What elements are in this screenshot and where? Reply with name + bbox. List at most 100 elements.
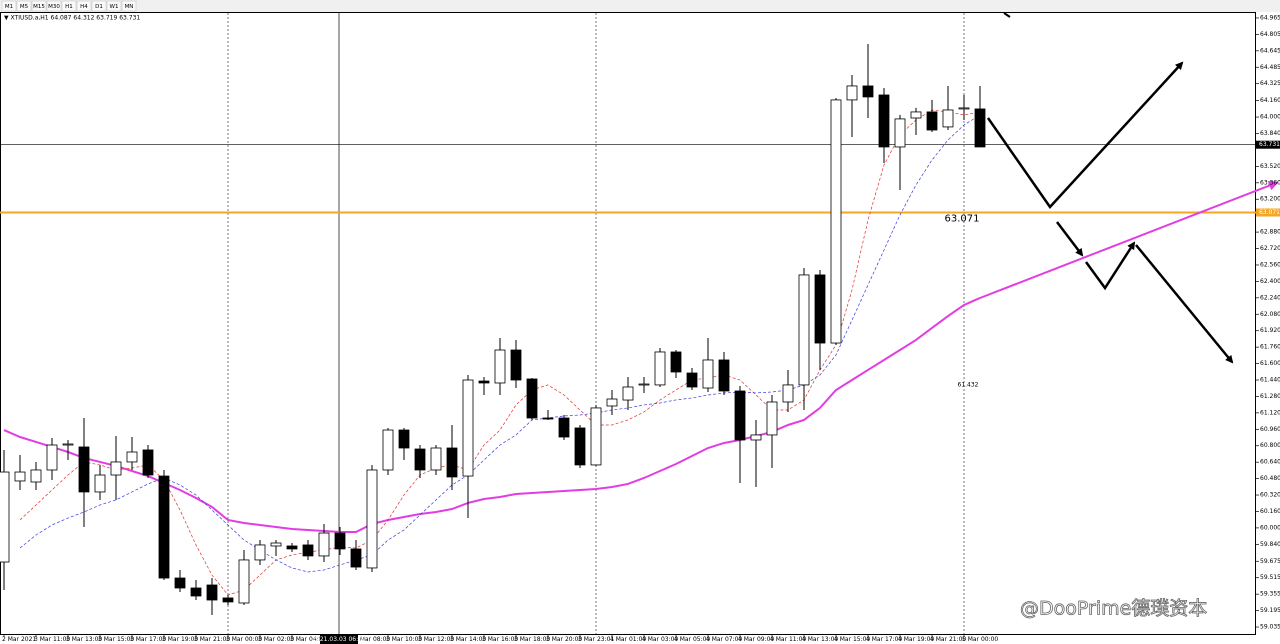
y-tick-label: 61.600 xyxy=(1260,360,1280,367)
x-tick-label: 3 Mar 02:00 xyxy=(258,636,294,643)
timeframe-button[interactable] xyxy=(31,0,47,12)
y-tick-label: 60.800 xyxy=(1260,442,1280,449)
x-tick-label: 3 Mar 12:00 xyxy=(418,636,454,643)
x-tick-label: 3 Mar 00:00 xyxy=(226,636,262,643)
candle-body xyxy=(142,449,154,476)
candle-body xyxy=(62,443,74,446)
candle-body xyxy=(30,469,42,483)
y-tick-label: 62.400 xyxy=(1260,278,1280,285)
candle-body xyxy=(830,99,842,344)
x-tick-label: 3 Mar 18:00 xyxy=(514,636,550,643)
candle-body xyxy=(622,386,634,401)
timeframe-label[interactable]: M1 xyxy=(5,4,13,10)
candle-body xyxy=(350,548,362,568)
y-tick-label: 61.280 xyxy=(1260,393,1280,400)
timeframe-button[interactable] xyxy=(1,0,17,12)
candle-body xyxy=(750,434,762,441)
candle-body xyxy=(334,532,346,550)
candle-body xyxy=(462,379,474,477)
timeframe-label[interactable]: H1 xyxy=(65,4,73,10)
candle-body xyxy=(190,587,202,597)
x-tick-label: 3 Mar 16:00 xyxy=(482,636,518,643)
drawn-arrow xyxy=(1084,241,1136,291)
y-tick-label: 59.515 xyxy=(1260,574,1280,581)
candle-body xyxy=(590,407,602,466)
candle-body xyxy=(46,444,58,471)
watermark: @DooPrime德璞资本 xyxy=(1020,598,1207,620)
x-tick-label: 4 Mar 15:00 xyxy=(834,636,870,643)
candle-body xyxy=(766,401,778,436)
timeframe-label[interactable]: MN xyxy=(125,4,134,10)
candle-body xyxy=(398,429,410,449)
y-tick-label: 61.760 xyxy=(1260,344,1280,351)
symbol-info: ▼ XTIUSD.a,H1 64.087 64.312 63.719 63.73… xyxy=(4,15,140,22)
candle-body xyxy=(206,584,218,601)
candle-body xyxy=(974,108,986,148)
candle-body xyxy=(494,349,506,384)
x-tick-label: 4 Mar 05:00 xyxy=(674,636,710,643)
candle-body xyxy=(782,384,794,403)
timeframe-button[interactable] xyxy=(91,0,107,12)
candle-body xyxy=(110,461,122,476)
y-tick-label: 62.240 xyxy=(1260,294,1280,301)
candle-body xyxy=(366,469,378,569)
drawn-trendline xyxy=(979,180,1279,299)
y-tick-label: 63.840 xyxy=(1260,130,1280,137)
y-tick-label: 64.485 xyxy=(1260,64,1280,71)
drawn-arrow xyxy=(1056,221,1084,257)
toolbar xyxy=(0,0,1280,12)
x-tick-label: 5 Mar 00:00 xyxy=(962,636,998,643)
y-tick-label: 59.195 xyxy=(1260,607,1280,614)
x-tick-label: 3 Mar 17:00 xyxy=(130,636,166,643)
x-tick-label: 3 Mar 15:00 xyxy=(98,636,134,643)
timeframe-label[interactable]: M15 xyxy=(33,4,45,10)
candle-body xyxy=(0,471,10,563)
candle-body xyxy=(510,349,522,381)
y-tick-label: 60.640 xyxy=(1260,459,1280,466)
y-tick-label: 60.320 xyxy=(1260,492,1280,499)
candle-body xyxy=(238,559,250,604)
level-tag-label: 63.071 xyxy=(1259,209,1280,216)
timeframe-button[interactable] xyxy=(61,0,77,12)
crosshair-time: 2021.03.03 06:00 xyxy=(312,636,366,643)
y-tick-label: 60.960 xyxy=(1260,426,1280,433)
timeframe-button[interactable] xyxy=(121,0,137,12)
y-tick-label: 63.200 xyxy=(1260,196,1280,203)
candle-body xyxy=(894,118,906,148)
x-tick-label: 3 Mar 11:00 xyxy=(34,636,70,643)
x-tick-label: 4 Mar 01:00 xyxy=(610,636,646,643)
timeframe-button[interactable] xyxy=(16,0,32,12)
y-tick-label: 64.645 xyxy=(1260,47,1280,54)
x-tick-label: 3 Mar 10:00 xyxy=(386,636,422,643)
timeframe-button[interactable] xyxy=(106,0,122,12)
y-tick-label: 60.000 xyxy=(1260,524,1280,531)
x-tick-label: 3 Mar 13:00 xyxy=(66,636,102,643)
timeframe-label[interactable]: H4 xyxy=(80,4,88,10)
candle-body xyxy=(958,107,970,110)
candle-body xyxy=(558,417,570,438)
timeframe-button[interactable] xyxy=(46,0,62,12)
x-tick-label: 4 Mar 07:00 xyxy=(706,636,742,643)
timeframe-label[interactable]: M5 xyxy=(20,4,29,10)
candle-body xyxy=(78,446,90,493)
y-tick-label: 64.325 xyxy=(1260,80,1280,87)
y-tick-label: 62.720 xyxy=(1260,245,1280,252)
price-tag-label: 63.731 xyxy=(1259,141,1280,148)
candle-body xyxy=(94,474,106,493)
crosshair-time-tag xyxy=(320,635,358,644)
candle-body xyxy=(878,94,890,148)
timeframe-label[interactable]: D1 xyxy=(95,4,103,10)
x-tick-label: 2 Mar 2021 xyxy=(2,636,36,643)
timeframe-button[interactable] xyxy=(76,0,92,12)
x-tick-label: 4 Mar 21:00 xyxy=(930,636,966,643)
x-tick-label: 4 Mar 09:00 xyxy=(738,636,774,643)
timeframe-label[interactable]: M30 xyxy=(48,4,60,10)
timeframe-label[interactable]: W1 xyxy=(110,4,119,10)
x-tick-label: 3 Mar 08:00 xyxy=(354,636,390,643)
candle-body xyxy=(942,109,954,128)
candle-body xyxy=(382,429,394,471)
y-tick-label: 64.805 xyxy=(1260,31,1280,38)
candle-body xyxy=(14,471,26,482)
drawn-arrow xyxy=(986,61,1184,209)
